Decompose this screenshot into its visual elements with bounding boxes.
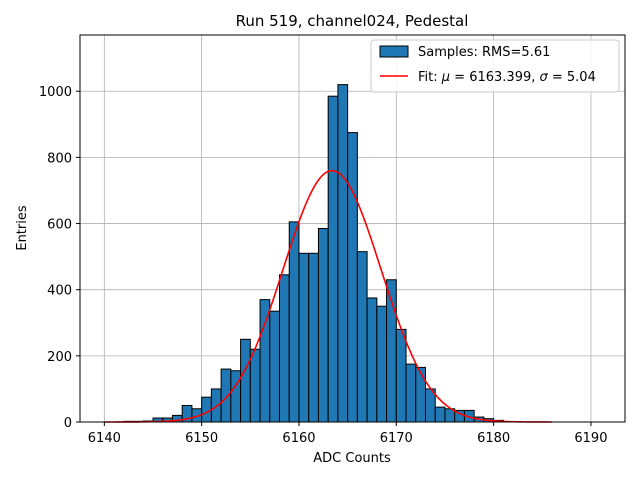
y-tick-label: 600 — [47, 218, 72, 233]
legend-swatch-samples — [379, 45, 409, 58]
x-tick-label: 6190 — [574, 431, 607, 446]
legend-box — [370, 39, 620, 93]
histogram-bar — [415, 366, 426, 423]
x-tick-label: 6160 — [282, 431, 315, 446]
histogram-bar — [356, 251, 368, 423]
y-tick-label: 400 — [47, 284, 72, 299]
histogram-bar — [337, 84, 349, 423]
x-tick-label: 6180 — [477, 431, 510, 446]
histogram-bar — [210, 388, 222, 423]
histogram-bar — [317, 228, 329, 423]
histogram-bar — [366, 297, 378, 423]
histogram-bar — [347, 132, 358, 423]
histogram-bar — [230, 370, 242, 423]
legend-fit-sigma-symbol: σ — [540, 70, 549, 85]
histogram-bar — [405, 363, 417, 423]
x-axis-ticks: 6140 6150 6160 6170 6180 6190 — [88, 422, 607, 446]
y-tick-label: 0 — [64, 416, 72, 431]
legend-fit-suffix: = 5.04 — [548, 70, 596, 85]
chart-title: Run 519, channel024, Pedestal — [236, 12, 469, 30]
legend-fit-prefix: Fit: — [418, 70, 442, 85]
histogram-bar — [279, 274, 290, 423]
y-tick-label: 800 — [47, 151, 72, 166]
histogram-bar — [327, 95, 339, 423]
histogram-bar — [249, 348, 261, 423]
legend: Samples: RMS=5.61 Fit: μ = 6163.399, σ =… — [370, 39, 620, 93]
x-axis-label: ADC Counts — [313, 451, 391, 466]
axes-frame — [79, 34, 626, 423]
fit-curve — [104, 169, 553, 423]
histogram-bar — [259, 299, 271, 423]
y-tick-label: 200 — [47, 350, 72, 365]
histogram-bars — [123, 84, 504, 423]
histogram-bar — [201, 396, 212, 423]
histogram-bar — [288, 221, 300, 423]
histogram-bar — [395, 328, 407, 423]
y-tick-label: 1000 — [39, 85, 72, 100]
histogram-bar — [220, 368, 232, 423]
histogram-bar — [434, 406, 446, 423]
histogram-bar — [269, 310, 281, 423]
x-tick-label: 6170 — [380, 431, 413, 446]
x-tick-label: 6150 — [185, 431, 218, 446]
y-axis-ticks: 0 200 400 600 800 1000 — [39, 85, 80, 431]
y-axis-label: Entries — [15, 205, 30, 251]
legend-fit-mu-symbol: μ — [441, 70, 450, 85]
legend-label-samples: Samples: RMS=5.61 — [418, 45, 550, 60]
legend-label-fit: Fit: μ = 6163.399, σ = 5.04 — [418, 70, 596, 85]
legend-fit-mid: = 6163.399, — [450, 70, 539, 85]
x-tick-label: 6140 — [88, 431, 121, 446]
histogram-bar — [298, 252, 310, 423]
histogram-bar — [240, 338, 251, 423]
histogram-bar — [308, 252, 319, 423]
histogram-bar — [376, 305, 388, 423]
